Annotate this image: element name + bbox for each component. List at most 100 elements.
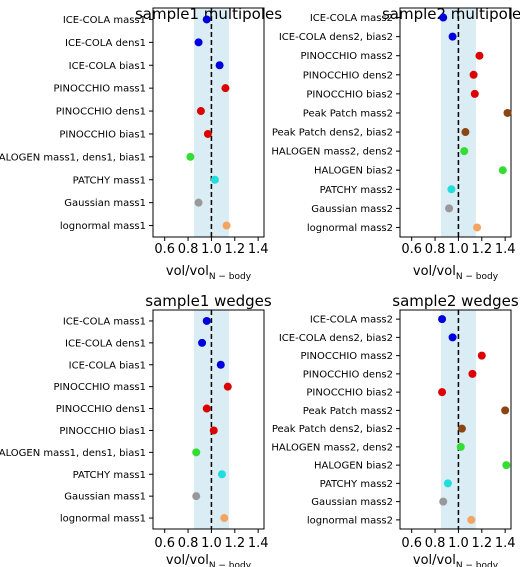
data-point [448, 333, 457, 342]
data-point [202, 15, 211, 24]
category-label: PINOCCHIO mass2 [301, 51, 393, 62]
data-point [215, 61, 224, 70]
category-label: PINOCCHIO dens2 [303, 70, 393, 81]
x-axis-label: vol/volN − body [166, 553, 252, 567]
panel-4: sample2 wedges ICE-COLA mass2 ICE-COLA den… [271, 292, 518, 567]
data-point [209, 426, 218, 435]
category-label: ICE-COLA dens1 [65, 38, 146, 49]
x-tick-label: 1.0 [201, 242, 222, 257]
x-tick-label: 1.0 [201, 536, 222, 551]
x-tick-label: 1.0 [448, 242, 469, 257]
data-point [221, 84, 230, 93]
category-label: ICE-COLA dens1 [65, 338, 146, 349]
data-point [439, 497, 448, 506]
category-label: Gaussian mass1 [64, 198, 146, 209]
data-point [192, 448, 201, 457]
x-tick-label: 0.6 [401, 536, 422, 551]
data-point [445, 204, 454, 213]
category-label: PINOCCHIO mass1 [54, 84, 146, 95]
x-tick-label: 1.2 [471, 536, 492, 551]
category-label: ICE-COLA mass2 [310, 13, 393, 24]
data-point [217, 470, 226, 479]
data-point [469, 70, 478, 79]
category-label: HALOGEN mass1, dens1, bias1 [0, 152, 146, 163]
data-point [468, 369, 477, 378]
category-label: Peak Patch dens2, bias2 [272, 128, 393, 139]
x-tick-label: 0.6 [154, 536, 175, 551]
category-label: lognormal mass2 [307, 515, 393, 526]
x-tick-label: 1.2 [224, 536, 245, 551]
x-tick-label: 1.2 [471, 242, 492, 257]
category-label: PINOCCHIO mass2 [301, 351, 393, 362]
category-label: Gaussian mass1 [64, 492, 146, 503]
x-tick-label: 0.6 [401, 242, 422, 257]
category-label: ICE-COLA dens2, bias2 [279, 333, 393, 344]
x-tick-label: 1.4 [495, 536, 516, 551]
data-point [457, 424, 466, 433]
category-label: Gaussian mass2 [311, 204, 393, 215]
x-tick-label: 0.6 [154, 242, 175, 257]
panel-3: sample1 wedges ICE-COLA mass1 ICE-COLA den… [0, 292, 272, 567]
panel-title: sample1 multipoles [135, 5, 282, 23]
data-point [473, 223, 482, 232]
category-label: lognormal mass1 [60, 514, 146, 525]
category-label: ICE-COLA dens2, bias2 [279, 32, 393, 43]
category-label: ICE-COLA bias1 [69, 360, 146, 371]
data-point [460, 147, 469, 156]
panel-title: sample2 multipoles [382, 5, 520, 23]
axes-frame [152, 7, 265, 238]
data-point [439, 13, 448, 22]
x-tick-label: 1.4 [248, 242, 269, 257]
x-tick-label: 0.8 [178, 536, 199, 551]
category-label: HALOGEN mass2, dens2 [271, 442, 393, 453]
x-tick-label: 1.2 [224, 242, 245, 257]
data-point [477, 351, 486, 360]
category-label: ICE-COLA mass1 [63, 15, 146, 26]
data-point [498, 166, 507, 175]
data-point [210, 175, 219, 184]
category-label: PINOCCHIO dens1 [56, 107, 146, 118]
data-point [216, 360, 225, 369]
data-point [475, 51, 484, 60]
data-point [194, 38, 203, 47]
category-label: PATCHY mass1 [73, 175, 146, 186]
data-point [467, 515, 476, 524]
x-tick-label: 1.4 [495, 242, 516, 257]
data-point [438, 315, 447, 324]
data-point [186, 152, 195, 161]
axes-frame [399, 7, 512, 238]
data-point [456, 442, 465, 451]
category-label: ICE-COLA bias1 [69, 61, 146, 72]
x-axis-label: vol/volN − body [166, 264, 252, 282]
data-point [192, 492, 201, 501]
category-label: lognormal mass2 [307, 223, 393, 234]
category-label: HALOGEN mass1, dens1, bias1 [0, 448, 146, 459]
x-tick-label: 0.8 [425, 536, 446, 551]
data-point [502, 461, 511, 470]
data-point [202, 316, 211, 325]
data-point [220, 514, 229, 523]
category-label: PATCHY mass2 [320, 479, 393, 490]
x-tick-label: 0.8 [425, 242, 446, 257]
category-label: ICE-COLA mass1 [63, 316, 146, 327]
category-label: Peak Patch mass2 [303, 406, 393, 417]
x-tick-label: 1.0 [448, 536, 469, 551]
category-label: PINOCCHIO dens2 [303, 369, 393, 380]
data-point [194, 198, 203, 207]
category-label: HALOGEN bias2 [314, 461, 393, 472]
axes-frame [399, 309, 512, 530]
panel-title: sample1 wedges [145, 292, 272, 310]
data-point [203, 129, 212, 138]
category-label: Gaussian mass2 [311, 497, 393, 508]
data-point [438, 388, 447, 397]
data-point [503, 108, 512, 117]
panel-title: sample2 wedges [392, 292, 519, 310]
x-tick-label: 1.4 [248, 536, 269, 551]
x-axis-label: vol/volN − body [413, 264, 499, 282]
data-point [448, 32, 457, 41]
x-axis-label: vol/volN − body [413, 553, 499, 567]
category-label: lognormal mass1 [60, 221, 146, 232]
